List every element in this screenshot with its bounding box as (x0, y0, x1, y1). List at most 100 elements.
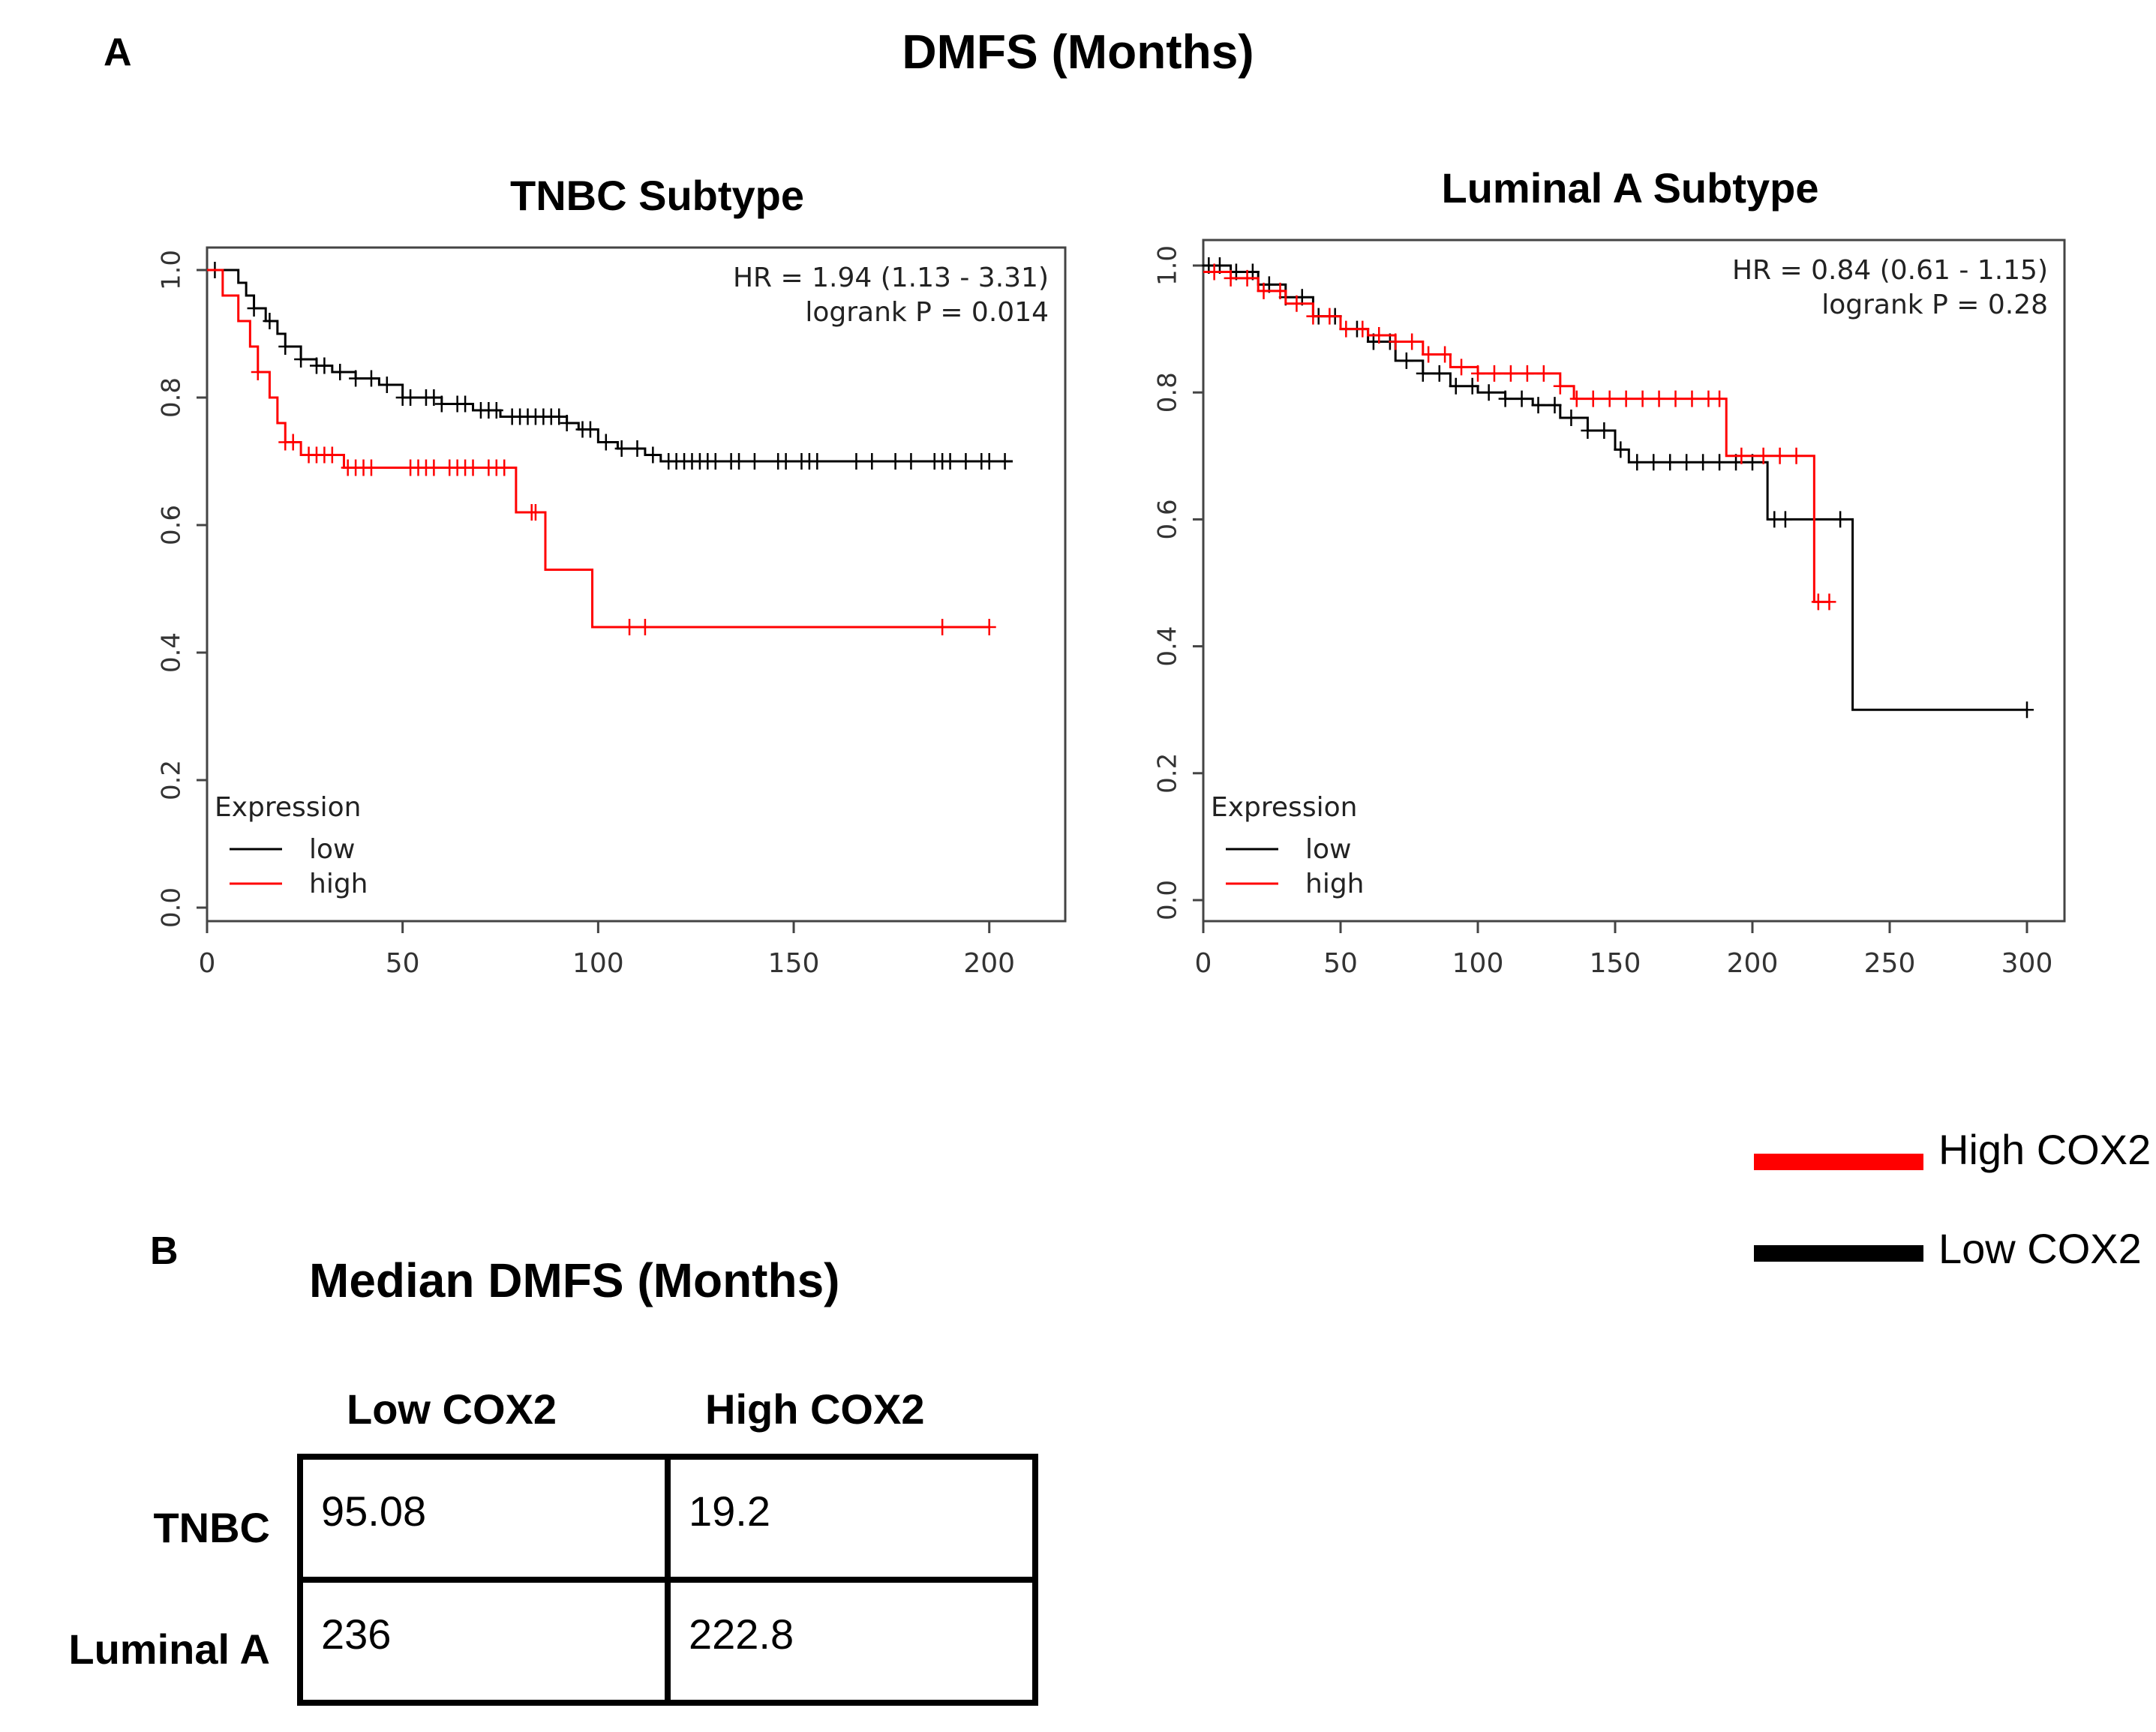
censor-mark (1635, 390, 1650, 407)
censor-mark (404, 389, 418, 406)
censor-mark (943, 453, 957, 470)
censor-mark (333, 364, 347, 380)
censor-mark (2020, 701, 2034, 719)
censor-mark (1498, 390, 1512, 407)
censor-mark (1734, 447, 1749, 464)
y-tick-label: 0.4 (157, 632, 187, 673)
censor-mark (1422, 346, 1436, 363)
censor-mark (1756, 447, 1770, 464)
censor-mark (1224, 269, 1238, 287)
y-tick-label: 0.0 (157, 887, 187, 928)
legend-label-low: low (309, 834, 355, 865)
x-tick-label: 150 (768, 948, 820, 979)
x-tick-label: 200 (963, 948, 1015, 979)
censor-mark (1405, 333, 1419, 350)
censor-mark (904, 453, 918, 470)
y-tick-label: 0.6 (157, 505, 187, 545)
censor-mark (1515, 390, 1529, 407)
x-tick-label: 100 (1452, 948, 1504, 979)
censor-mark (1713, 454, 1727, 471)
censor-mark (1520, 365, 1534, 382)
km-curve-high (1203, 270, 1830, 603)
figure-title: DMFS (Months) (902, 25, 1254, 79)
censor-mark (1647, 454, 1661, 471)
censor-mark (364, 459, 378, 476)
censor-mark (583, 421, 597, 438)
censor-mark (560, 415, 574, 431)
table-cell: 19.2 (665, 1454, 1038, 1583)
censor-mark (1432, 365, 1446, 382)
x-tick-label: 250 (1864, 948, 1916, 979)
censor-mark (1822, 593, 1836, 611)
censor-mark (489, 402, 503, 419)
y-tick-label: 0.6 (1153, 499, 1183, 539)
y-tick-label: 0.4 (1153, 626, 1183, 667)
legend-title: Expression (1211, 792, 1357, 823)
censor-mark (1602, 390, 1617, 407)
plot-frame (1202, 239, 2066, 923)
table-row: 95.08 19.2 (297, 1454, 1038, 1583)
luminal-plot-title: Luminal A Subtype (1441, 164, 1819, 212)
censor-mark (888, 453, 902, 470)
panel-b-label: B (150, 1229, 179, 1273)
censor-mark (1323, 308, 1337, 325)
censor-mark (1536, 365, 1551, 382)
censor-mark (1503, 365, 1518, 382)
x-tick-label: 0 (1195, 948, 1212, 979)
censor-mark (982, 453, 996, 470)
censor-mark (1273, 282, 1287, 299)
km-curve-low (207, 269, 1013, 463)
censor-mark (1531, 397, 1545, 414)
censor-mark (247, 300, 261, 317)
censor-mark (497, 459, 512, 476)
y-tick-label: 1.0 (157, 250, 187, 290)
hr-annotation: HR = 1.94 (1.13 - 3.31) (733, 263, 1049, 293)
censor-mark (427, 389, 441, 406)
censor-mark (1778, 511, 1792, 528)
censor-mark (1240, 269, 1254, 287)
censor-mark (935, 619, 950, 635)
censor-mark (1399, 352, 1413, 369)
censor-mark (638, 619, 652, 635)
censor-mark (1372, 327, 1386, 344)
luminal-km-plot: 0.0 0.2 0.4 0.6 0.8 1.0 0 50 100 150 200 250 300 HR =… (1153, 239, 2066, 979)
censor-mark (1685, 390, 1699, 407)
censor-mark (1548, 397, 1562, 414)
censor-mark (646, 446, 660, 464)
x-tick-label: 150 (1590, 948, 1641, 979)
row-header-luminal-a: Luminal A (68, 1625, 270, 1673)
censor-mark (1597, 422, 1611, 439)
censor-mark (364, 370, 378, 387)
high-cox2-legend-swatch (1754, 1154, 1923, 1170)
table-cell: 236 (297, 1577, 671, 1706)
censor-mark (849, 453, 863, 470)
censor-mark (263, 313, 277, 329)
tnbc-km-plot: 0.0 0.2 0.4 0.6 0.8 1.0 0 50 100 150 200 HR = 1.94 … (157, 246, 1067, 979)
censor-mark (1389, 333, 1403, 350)
table-row: 236 222.8 (297, 1577, 1038, 1706)
row-header-tnbc: TNBC (153, 1504, 270, 1551)
censor-mark (623, 619, 637, 635)
censor-mark (1680, 454, 1694, 471)
table-cell: 95.08 (297, 1454, 671, 1583)
censor-mark (732, 453, 746, 470)
censor-mark (1257, 282, 1271, 299)
censor-mark (1306, 308, 1320, 325)
y-tick-label: 0.8 (157, 377, 187, 418)
censor-mark (1416, 365, 1430, 382)
censor-mark (1586, 390, 1600, 407)
censor-mark (466, 459, 480, 476)
low-cox2-legend-label: Low COX2 (1938, 1225, 2142, 1272)
censor-mark (552, 408, 566, 425)
y-tick-label: 0.2 (157, 760, 187, 800)
censor-mark (1465, 377, 1479, 395)
censor-mark (1482, 384, 1496, 401)
censor-mark (380, 377, 394, 393)
censor-mark (959, 453, 973, 470)
censor-mark (998, 453, 1012, 470)
censor-mark (286, 434, 300, 451)
censor-mark (614, 440, 629, 457)
hr-annotation: HR = 0.84 (0.61 - 1.15) (1732, 255, 2048, 286)
x-tick-label: 0 (199, 948, 216, 979)
censor-mark (982, 619, 996, 635)
